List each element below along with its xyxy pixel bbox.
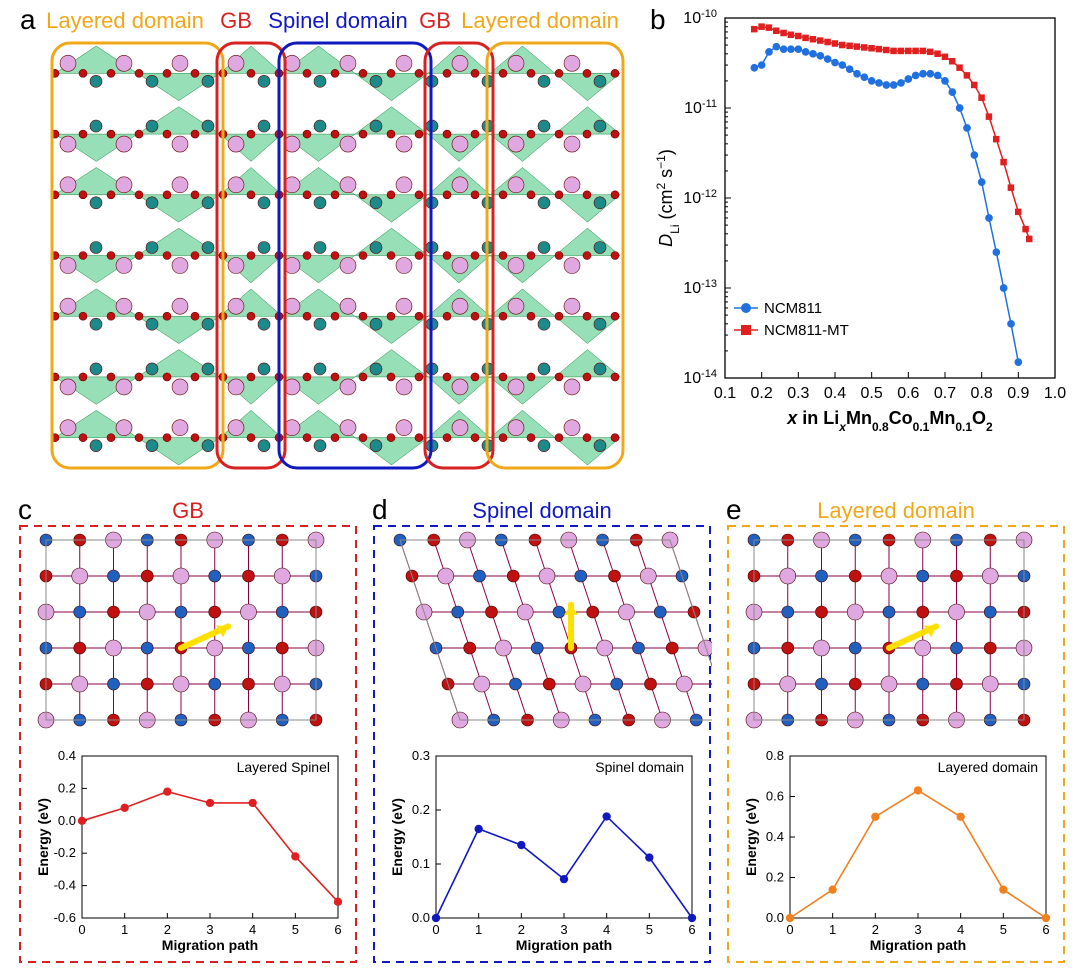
svg-text:1: 1: [121, 922, 128, 937]
svg-text:2: 2: [872, 922, 879, 937]
svg-text:0.6: 0.6: [897, 385, 919, 402]
svg-text:0.4: 0.4: [766, 829, 784, 844]
svg-text:Migration path: Migration path: [162, 937, 258, 953]
svg-text:0.4: 0.4: [58, 748, 76, 763]
svg-text:0.0: 0.0: [766, 910, 784, 925]
label-layered-left: Layered domain: [40, 8, 210, 34]
svg-text:1: 1: [829, 922, 836, 937]
svg-text:0.3: 0.3: [787, 385, 809, 402]
svg-text:Energy (eV): Energy (eV): [743, 798, 759, 876]
svg-text:NCM811: NCM811: [764, 300, 822, 317]
svg-text:x in LixMn0.8Co0.1Mn0.1O2: x in LixMn0.8Co0.1Mn0.1O2: [786, 408, 993, 434]
svg-text:5: 5: [646, 922, 653, 937]
svg-text:3: 3: [560, 922, 567, 937]
svg-text:-0.6: -0.6: [54, 910, 76, 925]
svg-text:Migration path: Migration path: [870, 937, 966, 953]
svg-text:0.9: 0.9: [1007, 385, 1029, 402]
svg-text:2: 2: [518, 922, 525, 937]
figure-root: a b c d e Layered domain GB Spinel domai…: [0, 0, 1080, 977]
label-gb-right: GB: [410, 8, 460, 34]
svg-text:0: 0: [432, 922, 439, 937]
svg-text:-0.4: -0.4: [54, 878, 76, 893]
svg-text:10-14: 10-14: [683, 368, 717, 387]
svg-text:0.2: 0.2: [412, 802, 430, 817]
svg-text:DLi (cm2 s−1): DLi (cm2 s−1): [654, 149, 682, 247]
panel-a-structure: [20, 8, 630, 478]
panel-d: 0 1 2 3 4 5 6 0.0 0.1 0.2 0.3 Migration path Energy …: [372, 500, 712, 965]
svg-text:Migration path: Migration path: [516, 937, 612, 953]
svg-text:0.0: 0.0: [58, 813, 76, 828]
svg-text:0.5: 0.5: [861, 385, 883, 402]
svg-text:0.6: 0.6: [766, 789, 784, 804]
svg-text:3: 3: [206, 922, 213, 937]
panel-e: 0 1 2 3 4 5 6 0.0 0.2 0.4 0.6 0.8 Migration path Ener…: [726, 500, 1066, 965]
svg-text:0.0: 0.0: [412, 910, 430, 925]
svg-text:Energy (eV): Energy (eV): [389, 798, 405, 876]
svg-text:10-11: 10-11: [684, 98, 717, 117]
svg-text:4: 4: [249, 922, 256, 937]
svg-text:Spinel domain: Spinel domain: [595, 759, 684, 775]
svg-text:1: 1: [475, 922, 482, 937]
svg-text:0.3: 0.3: [412, 748, 430, 763]
svg-text:NCM811-MT: NCM811-MT: [764, 322, 849, 339]
svg-text:10-13: 10-13: [683, 278, 717, 297]
svg-text:0.4: 0.4: [824, 385, 846, 402]
svg-text:5: 5: [1000, 922, 1007, 937]
svg-text:0.7: 0.7: [934, 385, 956, 402]
svg-text:0.8: 0.8: [971, 385, 993, 402]
svg-text:6: 6: [334, 922, 341, 937]
svg-text:Energy (eV): Energy (eV): [35, 798, 51, 876]
svg-text:0.2: 0.2: [751, 385, 773, 402]
svg-text:10-10: 10-10: [683, 8, 717, 27]
svg-text:5: 5: [292, 922, 299, 937]
svg-text:0.8: 0.8: [766, 748, 784, 763]
svg-text:3: 3: [914, 922, 921, 937]
svg-text:6: 6: [688, 922, 695, 937]
svg-text:0: 0: [786, 922, 793, 937]
svg-text:0.1: 0.1: [714, 385, 736, 402]
svg-text:Layered Spinel: Layered Spinel: [237, 759, 330, 775]
panel-b-chart: 0.1 0.2 0.3 0.4 0.5 0.6 0.7 0.8 0.9 1.0 10-14 10-13…: [650, 8, 1070, 438]
svg-text:0.2: 0.2: [766, 870, 784, 885]
svg-text:0.2: 0.2: [58, 780, 76, 795]
svg-text:Layered domain: Layered domain: [938, 759, 1038, 775]
label-layered-right: Layered domain: [455, 8, 625, 34]
svg-text:-0.2: -0.2: [54, 845, 76, 860]
svg-text:4: 4: [957, 922, 964, 937]
label-gb-left: GB: [211, 8, 261, 34]
panel-c: 0 1 2 3 4 5 6 -0.6 -0.4 -0.2 0.0 0.2 0.4 Migration pa…: [18, 500, 358, 965]
label-spinel: Spinel domain: [258, 8, 418, 34]
svg-text:6: 6: [1042, 922, 1049, 937]
svg-text:1.0: 1.0: [1044, 385, 1066, 402]
svg-text:10-12: 10-12: [683, 188, 717, 207]
svg-text:0: 0: [78, 922, 85, 937]
svg-text:2: 2: [164, 922, 171, 937]
svg-text:4: 4: [603, 922, 610, 937]
svg-text:0.1: 0.1: [412, 856, 430, 871]
